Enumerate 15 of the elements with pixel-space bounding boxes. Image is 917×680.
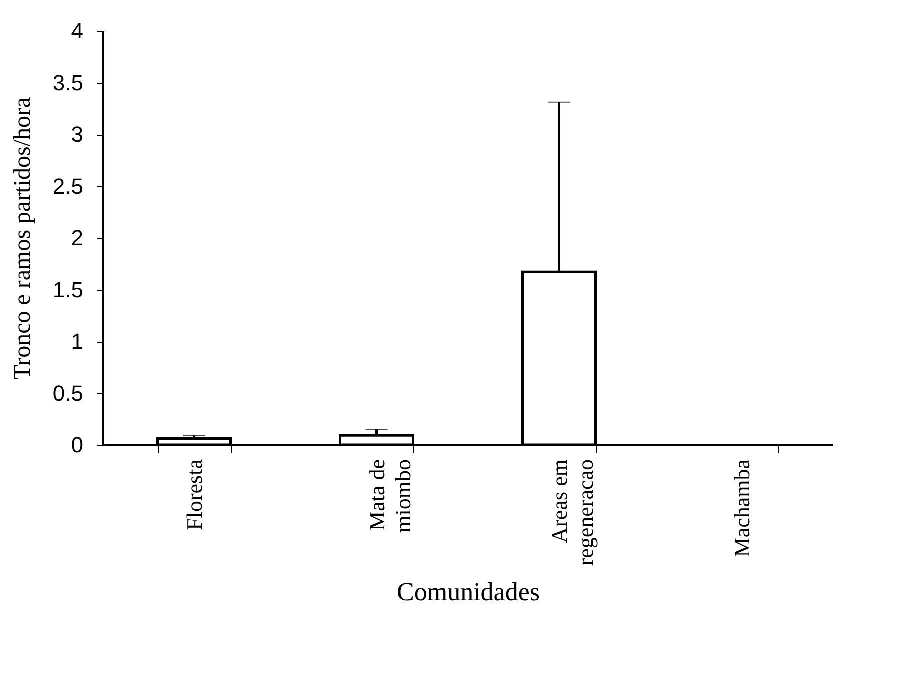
y-tick-label: 4 — [71, 18, 84, 44]
x-tick-label: Mata de miombo — [364, 460, 416, 533]
x-axis-title: Comunidades — [397, 578, 540, 607]
y-tick-label: 3 — [71, 122, 84, 147]
x-tick-label: Machamba — [729, 459, 754, 558]
y-tick-label: 0.5 — [52, 380, 84, 406]
y-tick-label: 1.5 — [52, 277, 84, 302]
y-axis-title: Tronco e ramos partidos/hora — [10, 96, 36, 380]
y-tick-label: 3.5 — [52, 70, 84, 96]
x-tick-label: Floresta — [182, 459, 207, 530]
y-tick-label: 2.5 — [52, 174, 84, 199]
x-tick-label: Areas em regeneracao — [546, 460, 598, 566]
y-tick-label: 1 — [71, 329, 84, 354]
y-tick-label: 0 — [71, 432, 84, 458]
y-tick-label: 2 — [71, 226, 84, 250]
